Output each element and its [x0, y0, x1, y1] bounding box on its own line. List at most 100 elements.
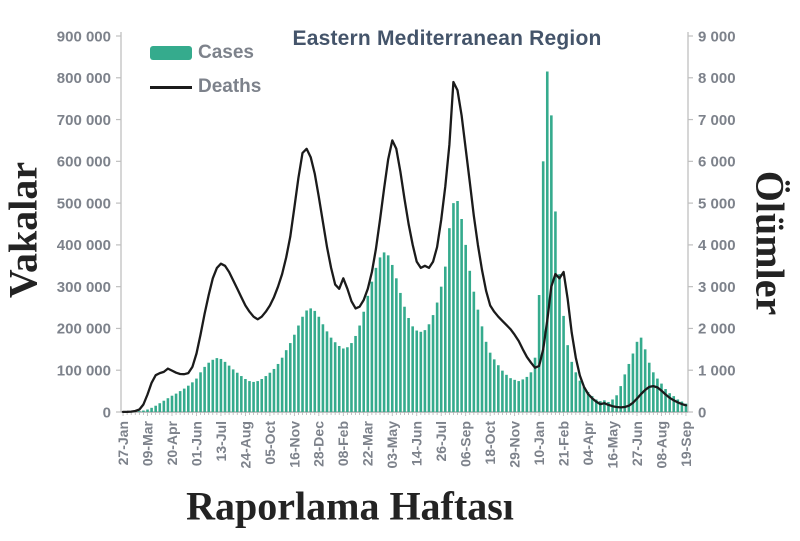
case-bar [627, 363, 631, 412]
case-bar [558, 274, 561, 412]
case-bar [492, 359, 496, 412]
y-right-tick-label: 9 000 [698, 28, 736, 45]
case-bar [288, 343, 292, 412]
case-bar [545, 71, 549, 412]
case-bar [598, 401, 602, 412]
case-bar [146, 409, 149, 412]
y-right-tick-label: 8 000 [698, 70, 736, 87]
case-bar [521, 379, 525, 412]
case-bar [668, 393, 671, 412]
x-tick-label: 16-May [604, 421, 620, 469]
y-right-tick-label: 5 000 [698, 195, 736, 212]
x-tick-label: 28-Dec [311, 421, 327, 467]
y-left-tick-label: 700 000 [57, 112, 111, 129]
case-bar [509, 378, 512, 412]
case-bar [305, 310, 308, 412]
deaths-legend-swatch [150, 85, 192, 89]
case-bar [529, 372, 533, 412]
case-bar [231, 369, 235, 412]
case-bar [215, 358, 219, 412]
case-bar [223, 361, 227, 412]
deaths-line [121, 80, 688, 414]
case-bar [207, 362, 211, 412]
case-bar [684, 403, 688, 412]
case-bar [142, 410, 145, 412]
x-tick-label: 05-Oct [262, 421, 278, 465]
case-bar [464, 244, 467, 412]
x-tick-label: 21-Feb [555, 421, 571, 466]
case-bar [358, 325, 361, 412]
case-bar [354, 335, 357, 412]
case-bar [211, 359, 215, 412]
cases-bars-series [125, 71, 688, 412]
case-bar [154, 405, 157, 412]
case-bar [652, 372, 655, 412]
case-bar [321, 324, 325, 412]
case-bar [619, 386, 622, 412]
legend-item-cases: Cases [150, 36, 261, 70]
case-bar [219, 358, 223, 412]
case-bar [407, 318, 410, 412]
case-bar [187, 385, 190, 412]
x-tick-label: 24-Aug [237, 421, 253, 468]
case-bar [342, 348, 345, 412]
case-bar [590, 396, 594, 412]
case-bar [594, 399, 598, 412]
case-bar [505, 374, 508, 412]
case-bar [272, 368, 276, 412]
case-bar [166, 398, 170, 412]
case-bar [293, 334, 296, 412]
legend-item-deaths: Deaths [150, 70, 261, 104]
left-axis-ticks: 0 100 000 200 000 300 000 400 000 500 000 600 … [57, 28, 121, 421]
case-bar [680, 401, 684, 412]
case-bar [399, 292, 402, 412]
case-bar [329, 337, 333, 412]
case-bar [252, 381, 255, 412]
case-bar [656, 378, 659, 412]
case-bar [570, 361, 574, 412]
case-bar [476, 309, 480, 412]
case-bar [178, 391, 182, 412]
left-axis-title: Vakalar [0, 161, 46, 299]
case-bar [395, 278, 398, 412]
case-bar [244, 378, 247, 412]
case-bar [664, 389, 667, 412]
case-bar [297, 325, 300, 412]
case-bar [676, 399, 680, 412]
x-tick-label: 08-Feb [335, 421, 351, 466]
x-tick-label: 16-Nov [286, 421, 302, 468]
case-bar [138, 411, 141, 412]
right-axis-title: Ölümler [747, 170, 793, 316]
case-bar [235, 372, 239, 412]
x-tick-label: 29-Nov [507, 421, 523, 468]
y-right-tick-label: 7 000 [698, 112, 736, 129]
case-bar [456, 201, 459, 412]
case-bar [158, 403, 162, 412]
case-bar [313, 310, 317, 412]
case-bar [227, 365, 231, 412]
legend: Cases Deaths [150, 36, 261, 104]
case-bar [550, 115, 553, 412]
case-bar [170, 395, 174, 412]
x-axis-title: Raporlama Haftası [186, 483, 514, 529]
x-axis-ticks: 27-Jan 09-Mar 20-Apr 01-Jun 13-Jul 24-Aug 05-O… [115, 412, 694, 468]
x-tick-label: 10-Jan [531, 421, 547, 465]
case-bar [423, 330, 427, 412]
y-right-tick-label: 1 000 [698, 362, 736, 379]
case-bar [431, 315, 435, 412]
deaths-legend-label: Deaths [198, 76, 262, 97]
right-axis-ticks: 0 1 000 2 000 3 000 4 000 5 000 6 000 7 000 8 00… [688, 28, 736, 421]
case-bar [325, 331, 329, 412]
case-bar [468, 270, 472, 412]
case-bar [603, 400, 606, 412]
x-tick-label: 26-Jul [433, 421, 449, 461]
case-bar [276, 363, 280, 412]
x-tick-label: 13-Jul [213, 421, 229, 461]
case-bar [264, 376, 268, 412]
case-bar [472, 291, 476, 412]
case-bar [256, 381, 259, 412]
y-right-tick-label: 2 000 [698, 321, 736, 338]
y-left-tick-label: 100 000 [57, 362, 111, 379]
x-tick-label: 08-Aug [653, 421, 669, 468]
